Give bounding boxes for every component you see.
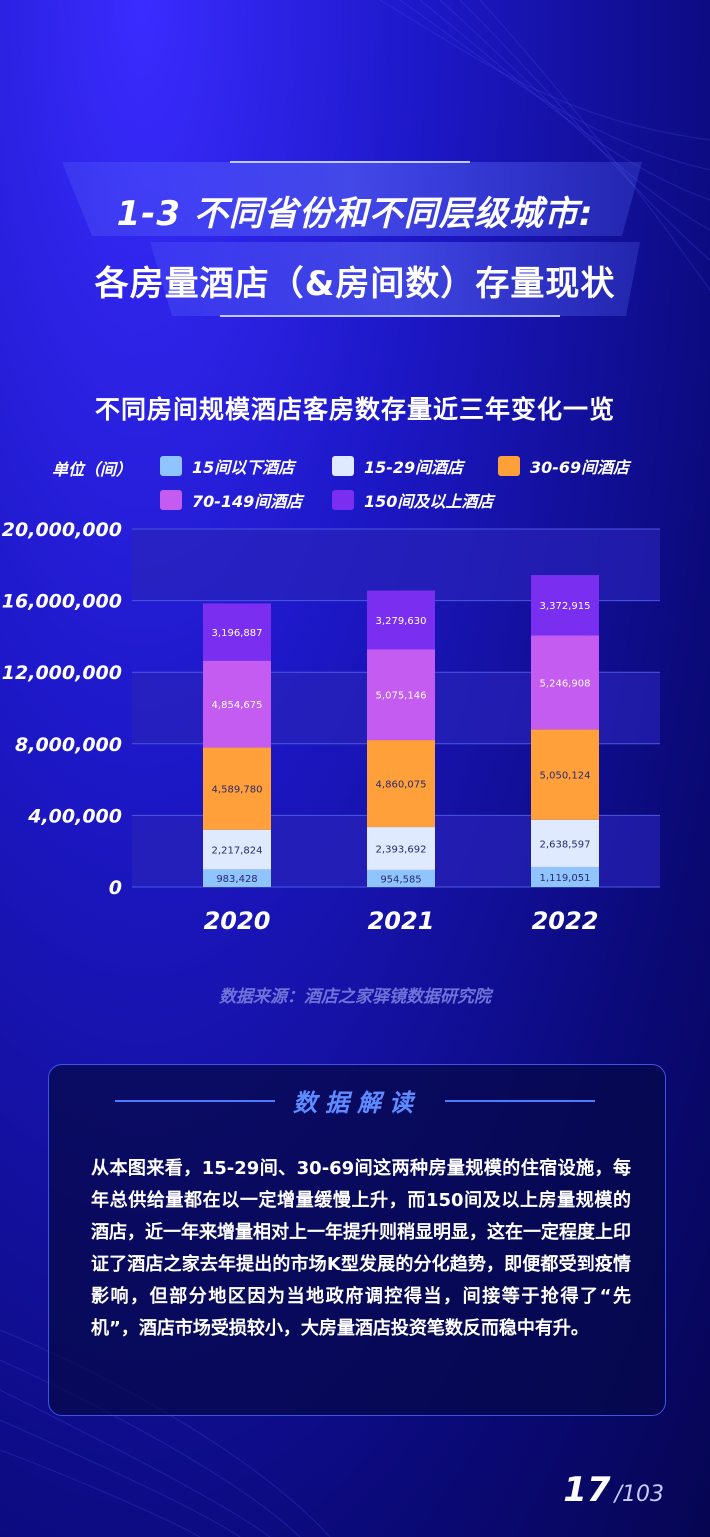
legend-item-s4: 70-149间酒店 [160, 488, 302, 512]
bar-segment [531, 635, 599, 730]
legend-label-s2: 15-29间酒店 [364, 458, 464, 477]
bar-data-label: 954,585 [380, 874, 421, 885]
legend-item-s2: 15-29间酒店 [332, 454, 463, 478]
bar-data-label: 983,428 [216, 874, 257, 885]
interpretation-panel: 数据解读 从本图来看，15-29间、30-69间这两种房量规模的住宿设施，每年总… [48, 1064, 666, 1416]
title-banner: 1-3 不同省份和不同层级城市: 各房量酒店（&房间数）存量现状 [40, 158, 670, 323]
legend-item-s3: 30-69间酒店 [498, 454, 629, 478]
bar-data-label: 4,860,075 [376, 780, 427, 791]
legend-label-s4: 70-149间酒店 [192, 492, 303, 511]
bar-segment [531, 866, 599, 887]
bar-data-label: 4,589,780 [212, 785, 263, 796]
chart-title: 不同房间规模酒店客房数存量近三年变化一览 [94, 395, 615, 424]
stacked-bar-chart: 0 4,00,000 8,000,000 12,000,000 16,000,000 20… [2, 519, 660, 935]
bar-segment [367, 827, 435, 870]
interpretation-body: 从本图来看，15-29间、30-69间这两种房量规模的住宿设施，每年总供给量都在… [91, 1158, 631, 1339]
legend-swatch-s2 [332, 456, 354, 476]
x-tick-label: 2020 [204, 907, 271, 935]
bar-data-label: 3,372,915 [540, 601, 591, 612]
y-tick-label: 16,000,000 [2, 591, 122, 613]
bar-segment [531, 729, 599, 820]
legend-swatch-s3 [498, 456, 520, 476]
page-number: 17/103 [563, 1470, 664, 1510]
data-source: 数据来源：酒店之家驿镜数据研究院 [219, 987, 491, 1007]
title-banner-frame [62, 161, 642, 317]
x-tick-label: 2021 [368, 907, 435, 935]
bar-segment [203, 603, 271, 661]
legend-swatch-s5 [332, 490, 354, 510]
bar-segment [367, 590, 435, 650]
x-tick-label: 2022 [532, 907, 599, 935]
y-tick-label: 20,000,000 [2, 519, 122, 541]
header-divider-left [115, 1100, 275, 1102]
bar-data-label: 3,279,630 [376, 616, 427, 627]
legend-label-s1: 15间以下酒店 [192, 458, 295, 477]
legend-label-s5: 150间及以上酒店 [364, 492, 494, 511]
bar-segment [203, 660, 271, 748]
bar-data-label: 2,217,824 [212, 846, 263, 857]
legend-label-s3: 30-69间酒店 [530, 458, 630, 477]
bar-data-label: 2,393,692 [376, 844, 427, 855]
y-tick-label: 4,00,000 [27, 805, 122, 827]
y-tick-label: 8,000,000 [15, 734, 122, 756]
legend-item-s1: 15间以下酒店 [160, 454, 294, 478]
bar-data-label: 3,196,887 [212, 628, 263, 639]
page-current: 17 [563, 1470, 611, 1510]
bar-segment [203, 747, 271, 830]
bar-data-label: 1,119,051 [540, 873, 591, 884]
unit-label: 单位（间） [52, 460, 133, 479]
chart-legend: 单位（间） 15间以下酒店 15-29间酒店 30-69间酒店 70-149间酒… [0, 450, 710, 520]
bar-data-label: 4,854,675 [212, 700, 263, 711]
title-line-2: 各房量酒店（&房间数）存量现状 [94, 264, 616, 304]
bar-segment [367, 869, 435, 887]
bar-data-label: 5,246,908 [540, 678, 591, 689]
bar-segment [203, 829, 271, 870]
page-total: /103 [614, 1482, 664, 1507]
bar-data-label: 5,050,124 [540, 771, 591, 782]
legend-swatch-s4 [160, 490, 182, 510]
bar-data-label: 2,638,597 [540, 839, 591, 850]
header-divider-right [445, 1100, 595, 1102]
bar-segment [531, 819, 599, 867]
bar-segment [367, 740, 435, 828]
interpretation-title: 数据解读 [293, 1089, 421, 1117]
legend-item-s5: 150间及以上酒店 [332, 488, 493, 512]
bar-data-label: 5,075,146 [376, 691, 427, 702]
bar-segment [531, 575, 599, 636]
bar-segment [203, 869, 271, 887]
y-tick-label: 0 [109, 877, 122, 899]
legend-swatch-s1 [160, 456, 182, 476]
interpretation-header: 数据解读 [49, 1083, 665, 1117]
y-tick-label: 12,000,000 [2, 662, 122, 684]
title-line-1: 1-3 不同省份和不同层级城市: [116, 194, 594, 234]
bar-segment [367, 649, 435, 741]
